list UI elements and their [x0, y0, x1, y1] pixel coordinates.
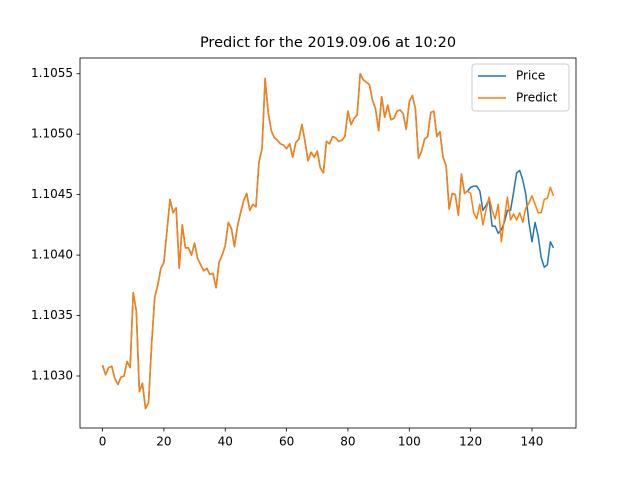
x-tick-label: 120 — [459, 435, 482, 449]
x-tick-label: 140 — [521, 435, 544, 449]
x-tick-label: 20 — [156, 435, 171, 449]
x-tick-label: 40 — [218, 435, 233, 449]
y-tick-label: 1.1040 — [31, 248, 73, 262]
legend-label: Price — [516, 69, 545, 83]
series-line — [101, 72, 555, 410]
x-tick-label: 100 — [398, 435, 421, 449]
y-tick-label: 1.1035 — [31, 308, 73, 322]
axes-frame — [79, 57, 577, 429]
series-line — [101, 72, 555, 410]
chart-title: Predict for the 2019.09.06 at 10:20 — [200, 35, 456, 51]
y-tick-label: 1.1045 — [31, 187, 73, 201]
y-tick-label: 1.1050 — [31, 127, 73, 141]
x-tick-label: 0 — [99, 435, 107, 449]
legend-label: Predict — [516, 91, 558, 105]
y-tick-label: 1.1030 — [31, 369, 73, 383]
x-tick-label: 80 — [340, 435, 355, 449]
x-tick-label: 60 — [279, 435, 294, 449]
legend: Price Predict — [471, 63, 570, 112]
y-tick-label: 1.1055 — [31, 66, 73, 80]
